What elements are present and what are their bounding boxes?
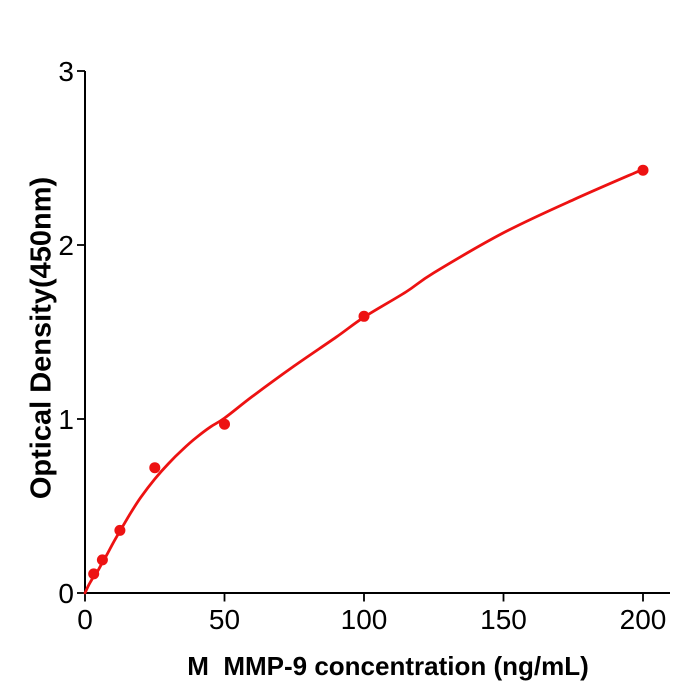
x-tick-label: 150	[480, 604, 527, 635]
data-point	[358, 310, 370, 322]
x-tick-label: 100	[341, 604, 388, 635]
data-point	[88, 568, 100, 580]
y-tick-label: 1	[58, 404, 74, 435]
x-tick-label: 50	[209, 604, 240, 635]
data-point	[96, 554, 108, 566]
x-tick-label: 200	[620, 604, 667, 635]
data-point	[114, 524, 126, 536]
y-tick-label: 2	[58, 230, 74, 261]
data-point	[637, 164, 649, 176]
data-point	[149, 462, 161, 474]
y-axis-title: Optical Density(450nm)	[25, 176, 58, 500]
y-tick-label: 0	[58, 578, 74, 609]
x-axis-title: M MMP-9 concentration (ng/mL)	[187, 651, 589, 681]
data-point	[219, 418, 230, 430]
y-tick-label: 3	[58, 56, 74, 87]
x-tick-label: 0	[77, 604, 93, 635]
fit-curve	[83, 167, 645, 595]
